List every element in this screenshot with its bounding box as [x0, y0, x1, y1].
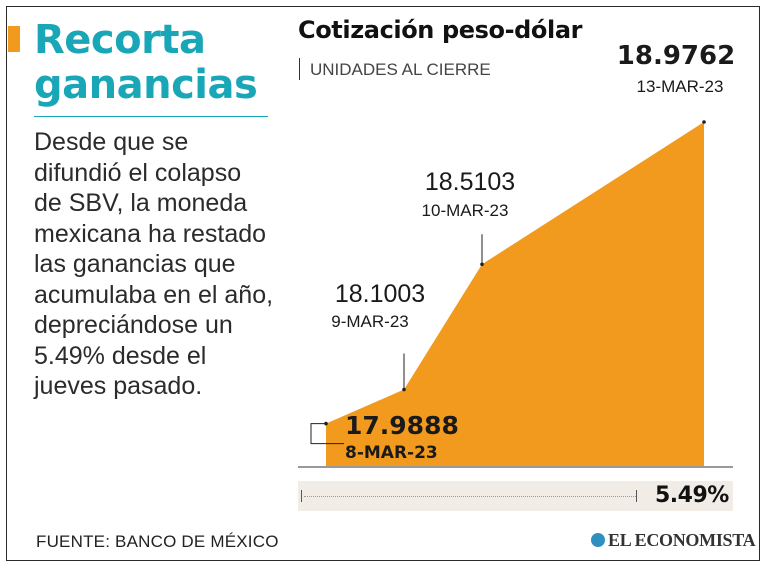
- change-strip-tick-left: [301, 490, 302, 502]
- source-note: FUENTE: BANCO DE MÉXICO: [36, 532, 279, 551]
- value-label-3: 18.5103: [425, 168, 515, 196]
- accent-bar: [8, 26, 20, 52]
- date-label-4: 13-MAR-23: [637, 77, 724, 96]
- area-fill: [326, 122, 704, 466]
- value-label-2: 18.1003: [335, 280, 425, 308]
- date-label-2: 9-MAR-23: [331, 312, 408, 331]
- logo-text: EL ECONOMISTA: [608, 530, 756, 550]
- leader-line-1: [310, 423, 344, 445]
- change-strip-dotted-line: [304, 496, 636, 497]
- chart-title: Cotización peso-dólar: [298, 16, 583, 44]
- headline-divider: [34, 116, 268, 117]
- logo-icon: [591, 533, 605, 547]
- chart-subtitle: UNIDADES AL CIERRE: [299, 58, 491, 80]
- value-label-4: 18.9762: [617, 41, 735, 71]
- body-text: Desde que se difundió el colapso de SBV,…: [34, 128, 274, 400]
- headline-line-2: ganancias: [34, 62, 258, 108]
- change-strip-tick-right: [636, 490, 637, 502]
- chart-subtitle-text: UNIDADES AL CIERRE: [310, 60, 491, 79]
- subtitle-pipe: [299, 58, 300, 80]
- publisher-logo: EL ECONOMISTA: [591, 530, 756, 551]
- headline-line-1: Recorta: [34, 17, 206, 63]
- data-point-2: [402, 387, 406, 392]
- value-label-1: 17.9888: [345, 411, 459, 440]
- infographic-frame: [6, 6, 760, 561]
- date-label-3: 10-MAR-23: [422, 201, 509, 220]
- change-percent-label: 5.49%: [655, 483, 729, 508]
- data-point-4: [702, 120, 706, 124]
- headline: Recorta ganancias: [34, 17, 258, 108]
- date-label-1: 8-MAR-23: [345, 443, 438, 463]
